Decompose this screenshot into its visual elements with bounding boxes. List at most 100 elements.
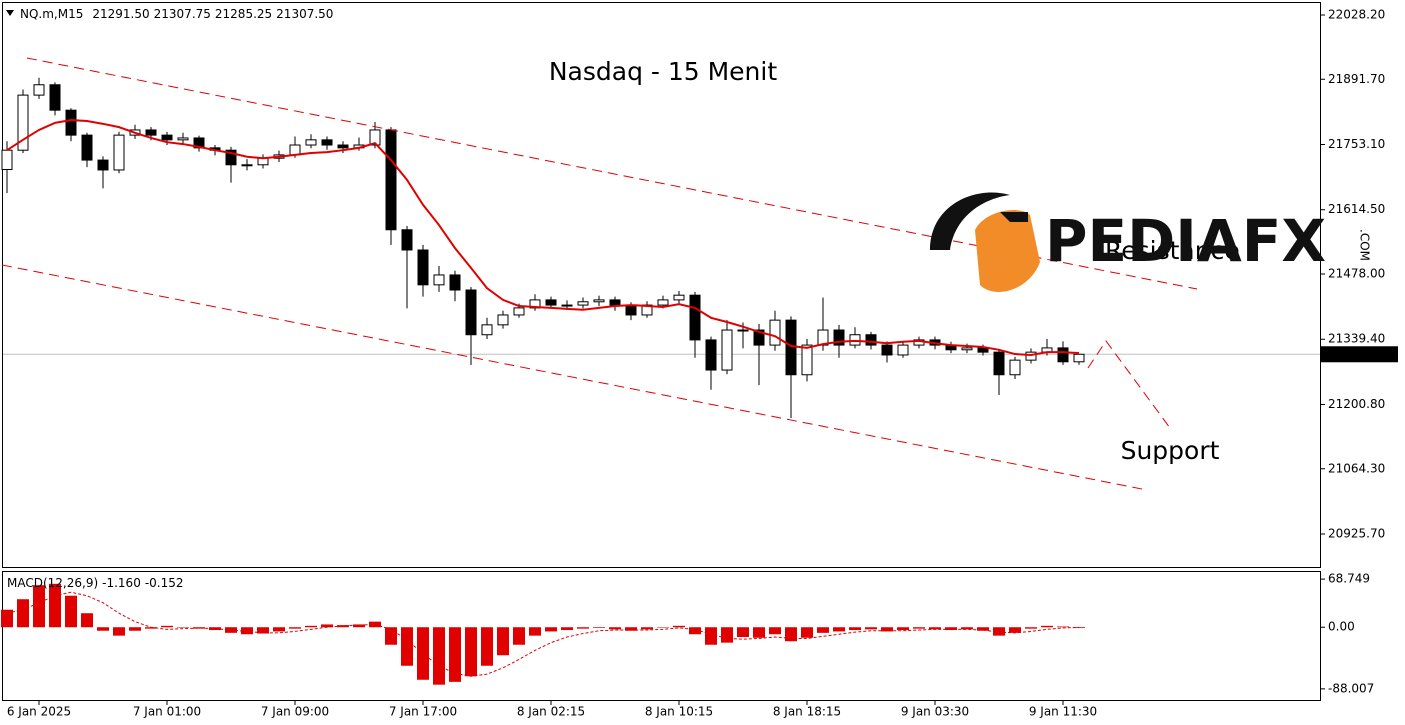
candle-body	[577, 301, 589, 306]
candle-body	[513, 307, 525, 316]
macd-bar	[577, 627, 589, 629]
x-tick-label: 9 Jan 11:30	[1029, 705, 1097, 719]
macd-bar	[497, 627, 509, 656]
macd-bar	[193, 627, 205, 629]
last-price-tag	[1321, 346, 1398, 363]
candle-body	[113, 134, 125, 171]
x-tick-label: 8 Jan 10:15	[645, 705, 713, 719]
candle-body	[993, 351, 1005, 376]
macd-bar	[913, 627, 925, 629]
macd-bar	[1025, 627, 1037, 629]
macd-bar	[945, 627, 957, 631]
candle-body	[769, 319, 781, 346]
macd-bar	[177, 627, 189, 628]
macd-bar	[721, 627, 733, 643]
macd-bar	[129, 627, 141, 631]
y-tick-label: 0.00	[1328, 620, 1355, 634]
candle-body	[321, 139, 333, 146]
candle-body	[865, 334, 877, 346]
x-tick-label: 7 Jan 17:00	[389, 705, 457, 719]
annotation: Support	[1121, 436, 1220, 465]
macd-bar	[65, 595, 77, 628]
macd-bar	[273, 627, 285, 632]
macd-bar	[1009, 627, 1021, 633]
candle-body	[49, 84, 61, 111]
candle-body	[753, 329, 765, 346]
moving-average	[6, 119, 1080, 356]
annotation: Resistance	[1105, 236, 1240, 265]
x-tick-label: 8 Jan 18:15	[773, 705, 841, 719]
candle-body	[833, 329, 845, 346]
candle-body	[545, 299, 557, 306]
macd-value: -0.152	[145, 576, 184, 590]
x-tick-label: 8 Jan 02:15	[517, 705, 585, 719]
candle-body	[33, 84, 45, 96]
header-arrow	[6, 10, 14, 16]
candle-body	[657, 299, 669, 306]
candle-body	[177, 137, 189, 141]
candle-body	[241, 164, 253, 167]
macd-bar	[113, 627, 125, 636]
macd-bar	[753, 627, 765, 638]
macd-bar	[1, 609, 13, 628]
candle-body	[689, 294, 701, 341]
candle-body	[705, 339, 717, 371]
macd-bar	[673, 625, 685, 628]
y-tick-label: 21064.30	[1328, 461, 1385, 475]
macd-bar	[657, 627, 669, 628]
macd-bar	[513, 627, 525, 645]
macd-bar	[785, 627, 797, 642]
ohlc-label: 21285.25	[215, 7, 272, 21]
macd-bar	[689, 627, 701, 635]
macd-bar	[305, 625, 317, 628]
macd-bar	[449, 627, 461, 682]
macd-bar	[161, 625, 173, 628]
y-tick-label: 21478.00	[1328, 267, 1385, 281]
logo-text: PEDIAFX	[1045, 207, 1326, 275]
projection-arrow	[1087, 340, 1171, 429]
macd-bar	[337, 625, 349, 628]
candle-body	[561, 304, 573, 307]
macd-bar	[929, 627, 941, 630]
ohlc-label: 21307.50	[276, 7, 333, 21]
logo-drop	[975, 210, 1040, 292]
macd-bar	[1057, 626, 1069, 628]
macd-plot: 68.749 0.00 -88.007	[1, 572, 1374, 695]
macd-title: MACD(12,26,9)	[7, 576, 98, 590]
x-tick-label: 6 Jan 2025	[7, 705, 71, 719]
y-tick-label: 21614.50	[1328, 202, 1385, 216]
candle-body	[1073, 353, 1085, 363]
macd-bar	[705, 627, 717, 645]
macd-bar	[529, 627, 541, 636]
candle-body	[497, 314, 509, 326]
macd-bar	[881, 627, 893, 632]
macd-bar	[353, 624, 365, 628]
ohlc-label: 21307.75	[154, 7, 211, 21]
macd-bar	[241, 627, 253, 635]
candle-body	[97, 159, 109, 171]
main-panel	[2, 2, 1321, 568]
macd-bar	[593, 627, 605, 628]
macd-bar	[49, 583, 61, 628]
last-price-label: 21307.50	[1328, 347, 1385, 361]
macd-bar	[481, 627, 493, 666]
candle-body	[305, 139, 317, 146]
candle-body	[369, 129, 381, 146]
candle-body	[401, 229, 413, 251]
y-tick-label: 68.749	[1328, 572, 1370, 586]
main-plot: 22028.20 21891.70 21753.10 21614.50 21478.00…	[1, 7, 1398, 541]
candle-body	[81, 134, 93, 161]
signal-line	[6, 591, 1080, 677]
ohlc-label: 21291.50	[92, 7, 149, 21]
candle-body	[673, 294, 685, 301]
macd-bar	[289, 627, 301, 629]
macd-bar	[625, 627, 637, 631]
macd-bar	[849, 627, 861, 631]
y-tick-label: 21753.10	[1328, 137, 1385, 151]
macd-bar	[433, 627, 445, 685]
macd-bar	[465, 627, 477, 677]
candle-body	[593, 299, 605, 303]
macd-bar	[401, 627, 413, 666]
logo-swirl	[930, 192, 1010, 250]
